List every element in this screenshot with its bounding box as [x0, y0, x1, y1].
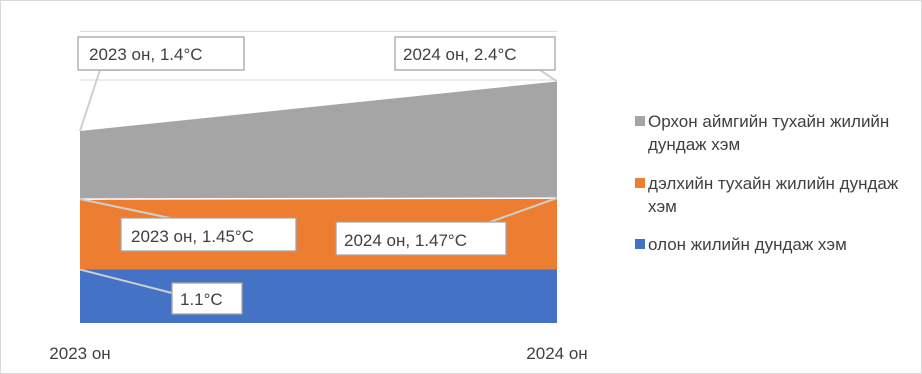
callout-orkhon-2024: 2024 он, 2.4°C — [394, 36, 556, 71]
callout-orkhon-2024-text: 2024 он, 2.4°C — [403, 45, 517, 64]
callout-global-2024-text: 2024 он, 1.47°C — [344, 231, 467, 250]
callout-global-2023-text: 2023 он, 1.45°C — [131, 227, 254, 246]
leader-orkhon-2023 — [79, 69, 120, 132]
leader-global-2024 — [489, 197, 558, 223]
area-baseline-series — [80, 269, 557, 323]
legend-swatch-baseline — [635, 239, 645, 249]
legend-item-baseline: олон жилийн дундаж хэм — [635, 233, 915, 256]
legend-item-global: дэлхийн тухайн жилийн дундаж хэм — [635, 172, 915, 218]
callout-global-2024: 2024 он, 1.47°C — [335, 221, 507, 256]
series-separator — [79, 197, 558, 200]
legend-item-orkhon: Орхон аймгийн тухайн жилийн дундаж хэм — [635, 110, 915, 156]
callout-orkhon-2023: 2023 он, 1.4°C — [77, 36, 245, 71]
legend-swatch-orkhon — [635, 116, 645, 126]
callout-global-2023: 2023 он, 1.45°C — [120, 217, 297, 252]
area-orkhon-series — [80, 81, 557, 200]
legend-swatch-global — [635, 178, 645, 188]
leader-baseline — [79, 268, 173, 294]
leader-global-2023 — [79, 198, 171, 219]
legend-label-global: дэлхийн тухайн жилийн дундаж хэм — [648, 174, 899, 216]
x-tick-label-2024: 2024 он — [526, 344, 587, 363]
legend-label-orkhon: Орхон аймгийн тухайн жилийн дундаж хэм — [648, 112, 890, 154]
legend-label-baseline: олон жилийн дундаж хэм — [648, 235, 847, 254]
callout-baseline: 1.1°C — [171, 282, 243, 315]
callout-orkhon-2023-text: 2023 он, 1.4°C — [89, 45, 203, 64]
x-tick-label-2023: 2023 он — [49, 344, 110, 363]
callout-baseline-text: 1.1°C — [180, 290, 223, 309]
gridlines — [80, 30, 557, 81]
